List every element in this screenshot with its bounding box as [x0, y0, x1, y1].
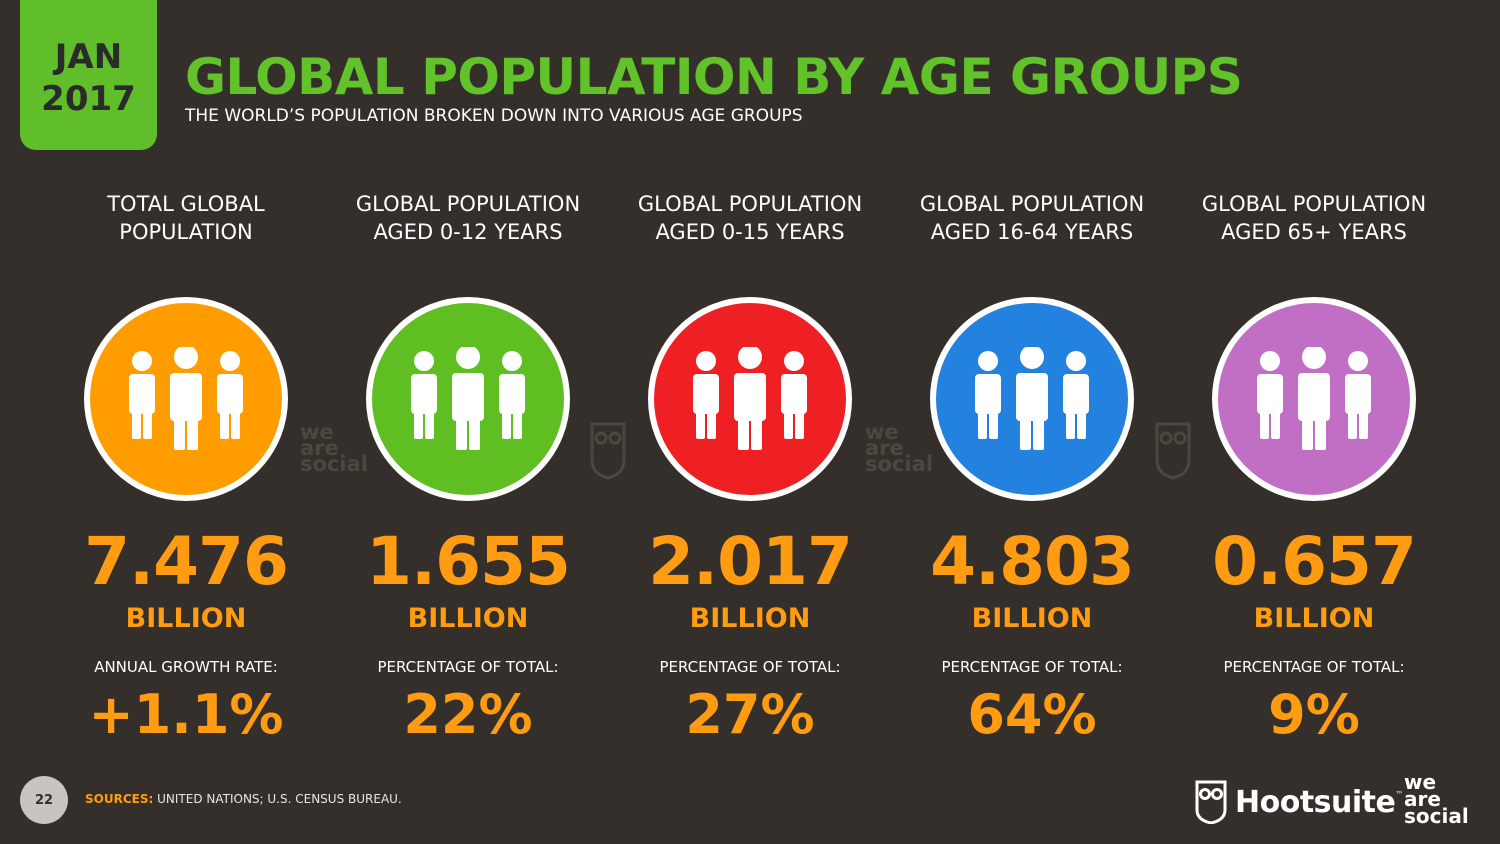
- watermark-line3: social: [300, 452, 368, 476]
- population-unit: BILLION: [1253, 603, 1375, 634]
- population-unit: BILLION: [689, 603, 811, 634]
- column-label: GLOBAL POPULATION AGED 0-15 YEARS: [609, 190, 891, 250]
- population-unit: BILLION: [407, 603, 529, 634]
- population-value: 7.476: [84, 523, 289, 600]
- people-group-icon: [129, 347, 243, 450]
- page-subtitle: THE WORLD’S POPULATION BROKEN DOWN INTO …: [185, 106, 803, 126]
- logo-line2: are: [1404, 787, 1441, 811]
- hootsuite-wordmark: Hootsuite: [1235, 784, 1396, 820]
- people-circle: [648, 297, 852, 501]
- watermark-line2: are: [300, 436, 339, 460]
- population-value: 0.657: [1212, 523, 1417, 600]
- metric-label: PERCENTAGE OF TOTAL:: [1223, 658, 1405, 676]
- metric-label: PERCENTAGE OF TOTAL:: [377, 658, 559, 676]
- we-are-social-watermark: we are social: [865, 420, 933, 476]
- population-unit: BILLION: [971, 603, 1093, 634]
- owl-icon: [1155, 422, 1191, 480]
- population-unit: BILLION: [125, 603, 247, 634]
- watermark-line2: are: [865, 436, 904, 460]
- we-are-social-logo: we are social: [1404, 770, 1469, 828]
- column-label-line1: GLOBAL POPULATION: [637, 192, 863, 216]
- sources-text: UNITED NATIONS; U.S. CENSUS BUREAU.: [157, 792, 402, 806]
- people-group-icon: [1257, 347, 1371, 450]
- people-circle: [366, 297, 570, 501]
- metric-value: 22%: [403, 683, 533, 746]
- stat-column-16-64: GLOBAL POPULATION AGED 16-64 YEARS 4.803…: [891, 190, 1173, 745]
- hootsuite-logo: Hootsuite ™: [1195, 780, 1403, 824]
- logo-line3: social: [1404, 804, 1469, 828]
- trademark-mark: ™: [1395, 790, 1404, 799]
- people-group-icon: [975, 347, 1089, 450]
- metric-value: 27%: [685, 683, 815, 746]
- sources-label: SOURCES:: [85, 792, 154, 806]
- column-label: TOTAL GLOBAL POPULATION: [45, 190, 327, 250]
- watermark-line1: we: [865, 420, 899, 444]
- stat-column-0-12: GLOBAL POPULATION AGED 0-12 YEARS 1.655 …: [327, 190, 609, 745]
- owl-icon: [590, 422, 626, 480]
- stat-column-65-plus: GLOBAL POPULATION AGED 65+ YEARS 0.657 B…: [1173, 190, 1455, 745]
- column-label-line2: AGED 0-15 YEARS: [655, 220, 845, 244]
- column-label: GLOBAL POPULATION AGED 16-64 YEARS: [891, 190, 1173, 250]
- column-label-line2: AGED 16-64 YEARS: [930, 220, 1134, 244]
- date-tab: JAN 2017: [20, 0, 157, 150]
- watermark-line3: social: [865, 452, 933, 476]
- column-label: GLOBAL POPULATION AGED 0-12 YEARS: [327, 190, 609, 250]
- column-label-line2: POPULATION: [119, 220, 253, 244]
- column-label-line2: AGED 0-12 YEARS: [373, 220, 563, 244]
- population-value: 2.017: [648, 523, 853, 600]
- date-year: 2017: [41, 79, 136, 119]
- owl-icon: [1195, 780, 1227, 824]
- column-label-line1: GLOBAL POPULATION: [355, 192, 581, 216]
- column-label-line2: AGED 65+ YEARS: [1221, 220, 1407, 244]
- metric-label: ANNUAL GROWTH RATE:: [94, 658, 278, 676]
- metric-value: 64%: [967, 683, 1097, 746]
- metric-label: PERCENTAGE OF TOTAL:: [941, 658, 1123, 676]
- we-are-social-watermark: we are social: [300, 420, 368, 476]
- date-month: JAN: [54, 37, 123, 77]
- people-circle: [1212, 297, 1416, 501]
- metric-label: PERCENTAGE OF TOTAL:: [659, 658, 841, 676]
- watermark-line1: we: [300, 420, 334, 444]
- population-value: 4.803: [930, 523, 1135, 600]
- metric-value: 9%: [1268, 683, 1360, 746]
- people-circle: [84, 297, 288, 501]
- population-value: 1.655: [366, 523, 571, 600]
- people-group-icon: [411, 347, 525, 450]
- logo-line1: we: [1404, 770, 1437, 794]
- page-title: GLOBAL POPULATION BY AGE GROUPS: [185, 48, 1243, 106]
- column-label-line1: GLOBAL POPULATION: [1201, 192, 1427, 216]
- sources-note: SOURCES: UNITED NATIONS; U.S. CENSUS BUR…: [85, 792, 402, 806]
- page-number: 22: [20, 776, 68, 824]
- stat-column-total: TOTAL GLOBAL POPULATION 7.476 BILLION AN…: [45, 190, 327, 745]
- stat-column-0-15: GLOBAL POPULATION AGED 0-15 YEARS 2.017 …: [609, 190, 891, 745]
- people-circle: [930, 297, 1134, 501]
- column-label: GLOBAL POPULATION AGED 65+ YEARS: [1173, 190, 1455, 250]
- column-label-line1: GLOBAL POPULATION: [919, 192, 1145, 216]
- people-group-icon: [693, 347, 807, 450]
- column-label-line1: TOTAL GLOBAL: [107, 192, 265, 216]
- metric-value: +1.1%: [88, 683, 284, 746]
